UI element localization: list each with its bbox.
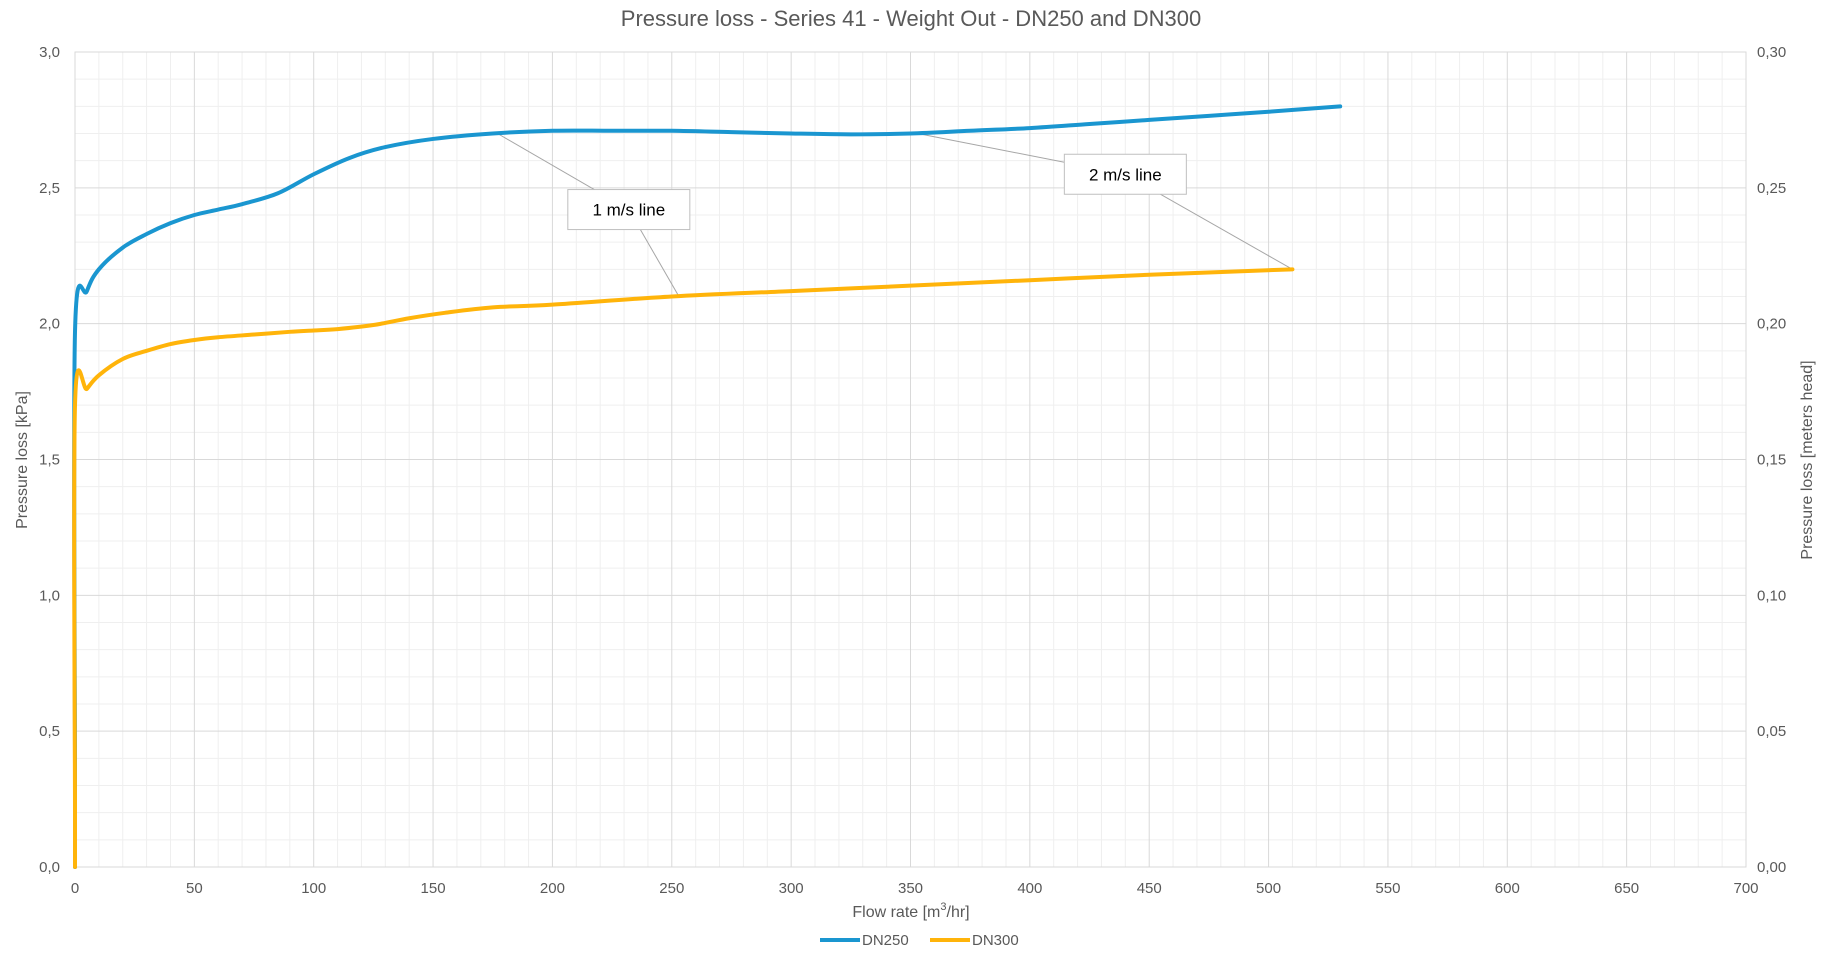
x-tick-label: 0 (71, 880, 79, 897)
x-tick-label: 700 (1733, 880, 1758, 897)
x-tick-label: 100 (301, 880, 326, 897)
annotation-label: 2 m/s line (1089, 165, 1162, 184)
y-tick-label: 3,0 (39, 44, 60, 61)
annotation-box (567, 189, 691, 231)
y2-tick-label: 0,20 (1757, 316, 1786, 333)
annotation-label: 1 m/s line (592, 201, 665, 220)
series-lines (72, 104, 1343, 869)
major-grid (74, 51, 1747, 868)
annotation-box (1063, 153, 1187, 195)
x-tick-label: 550 (1375, 880, 1400, 897)
chart-title: Pressure loss - Series 41 - Weight Out -… (621, 6, 1201, 31)
x-tick-label: 250 (659, 880, 684, 897)
x-axis-label: Flow rate [m3/hr] (852, 901, 969, 921)
series-line-dn250 (72, 104, 1343, 869)
annotation-callouts: 1 m/s line 2 m/s line (567, 153, 1187, 231)
y2-tick-label: 0,30 (1757, 44, 1786, 61)
legend-label: DN300 (972, 932, 1019, 949)
x-tick-label: 450 (1137, 880, 1162, 897)
y-tick-label: 1,5 (39, 452, 60, 469)
legend-label: DN250 (862, 932, 909, 949)
y-tick-label: 2,0 (39, 316, 60, 333)
y2-axis-ticks: 0,00 0,05 0,10 0,15 0,20 0,25 0,30 (1757, 44, 1786, 876)
series-line-dn300 (72, 267, 1295, 869)
y-axis-ticks: 0,0 0,5 1,0 1,5 2,0 2,5 3,0 (39, 44, 60, 876)
x-tick-label: 400 (1017, 880, 1042, 897)
y2-axis-label: Pressure loss [meters head] (1799, 360, 1816, 559)
x-tick-label: 300 (779, 880, 804, 897)
y-tick-label: 0,0 (39, 859, 60, 876)
y2-tick-label: 0,00 (1757, 859, 1786, 876)
x-axis-ticks: 0 50 100 150 200 250 300 350 400 450 500 550 600 650 7… (71, 880, 1759, 897)
y-tick-label: 1,0 (39, 587, 60, 604)
x-tick-label: 650 (1614, 880, 1639, 897)
x-tick-label: 350 (898, 880, 923, 897)
y2-tick-label: 0,25 (1757, 180, 1786, 197)
y-tick-label: 2,5 (39, 180, 60, 197)
y2-tick-label: 0,15 (1757, 452, 1786, 469)
x-tick-label: 600 (1495, 880, 1520, 897)
x-tick-label: 50 (186, 880, 203, 897)
y-tick-label: 0,5 (39, 723, 60, 740)
x-tick-label: 200 (540, 880, 565, 897)
x-tick-label: 500 (1256, 880, 1281, 897)
y2-tick-label: 0,10 (1757, 587, 1786, 604)
x-tick-label: 150 (421, 880, 446, 897)
y-axis-label: Pressure loss [kPa] (14, 391, 31, 529)
legend: DN250 DN300 (820, 932, 1019, 949)
y2-tick-label: 0,05 (1757, 723, 1786, 740)
